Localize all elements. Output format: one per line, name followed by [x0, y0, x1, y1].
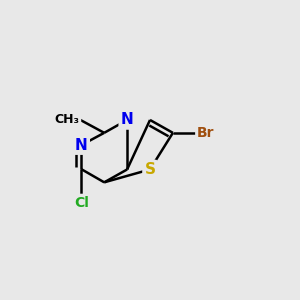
Text: CH₃: CH₃	[54, 113, 79, 126]
Text: Cl: Cl	[74, 196, 89, 210]
Text: S: S	[145, 162, 155, 177]
Text: Br: Br	[197, 126, 215, 140]
Text: N: N	[75, 138, 88, 153]
Text: N: N	[121, 112, 134, 128]
